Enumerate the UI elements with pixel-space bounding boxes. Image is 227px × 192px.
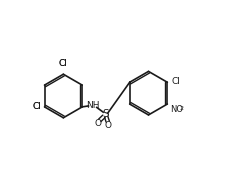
Text: O: O <box>94 119 101 128</box>
Text: S: S <box>102 109 109 119</box>
Text: NO: NO <box>170 105 183 114</box>
Text: Cl: Cl <box>33 102 42 111</box>
Text: 2: 2 <box>180 106 184 111</box>
Text: Cl: Cl <box>33 102 42 111</box>
Text: Cl: Cl <box>172 77 180 86</box>
Text: Cl: Cl <box>59 59 68 68</box>
Text: NH: NH <box>86 101 99 110</box>
Text: O: O <box>104 121 111 130</box>
Text: Cl: Cl <box>59 59 68 68</box>
